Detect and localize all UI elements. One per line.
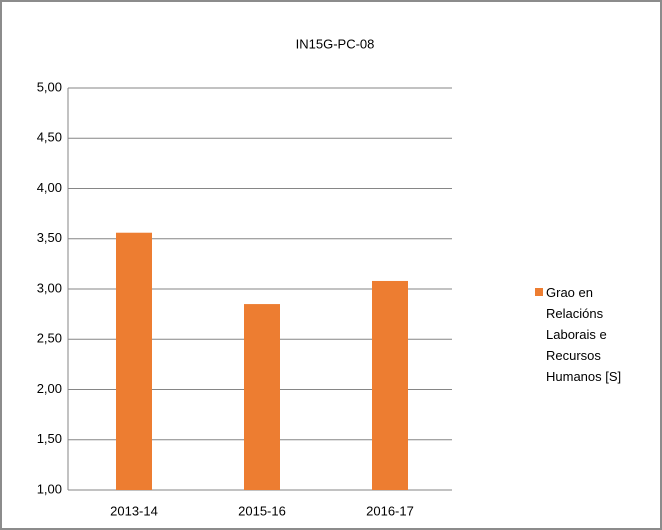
- y-tick-label: 3,50: [37, 230, 62, 245]
- legend-text-box: Grao en Relacións Laborais e Recursos Hu…: [546, 285, 622, 384]
- bar: [116, 232, 152, 490]
- y-tick-label: 5,00: [37, 79, 62, 94]
- y-tick-label: 1,50: [37, 431, 62, 446]
- bar: [244, 304, 280, 490]
- x-tick-label: 2015-16: [238, 503, 286, 518]
- legend-swatch: [535, 288, 543, 296]
- y-tick-label: 4,50: [37, 130, 62, 145]
- x-tick-label: 2013-14: [110, 503, 158, 518]
- bar: [372, 280, 408, 490]
- y-tick-label: 2,00: [37, 381, 62, 396]
- y-tick-label: 1,00: [37, 481, 62, 496]
- y-tick-label: 4,00: [37, 180, 62, 195]
- chart-title: IN15G-PC-08: [296, 36, 375, 51]
- legend-label: Grao en Relacións Laborais e Recursos Hu…: [546, 285, 622, 384]
- y-tick-label: 3,00: [37, 280, 62, 295]
- y-tick-label: 2,50: [37, 331, 62, 346]
- x-tick-label: 2016-17: [366, 503, 414, 518]
